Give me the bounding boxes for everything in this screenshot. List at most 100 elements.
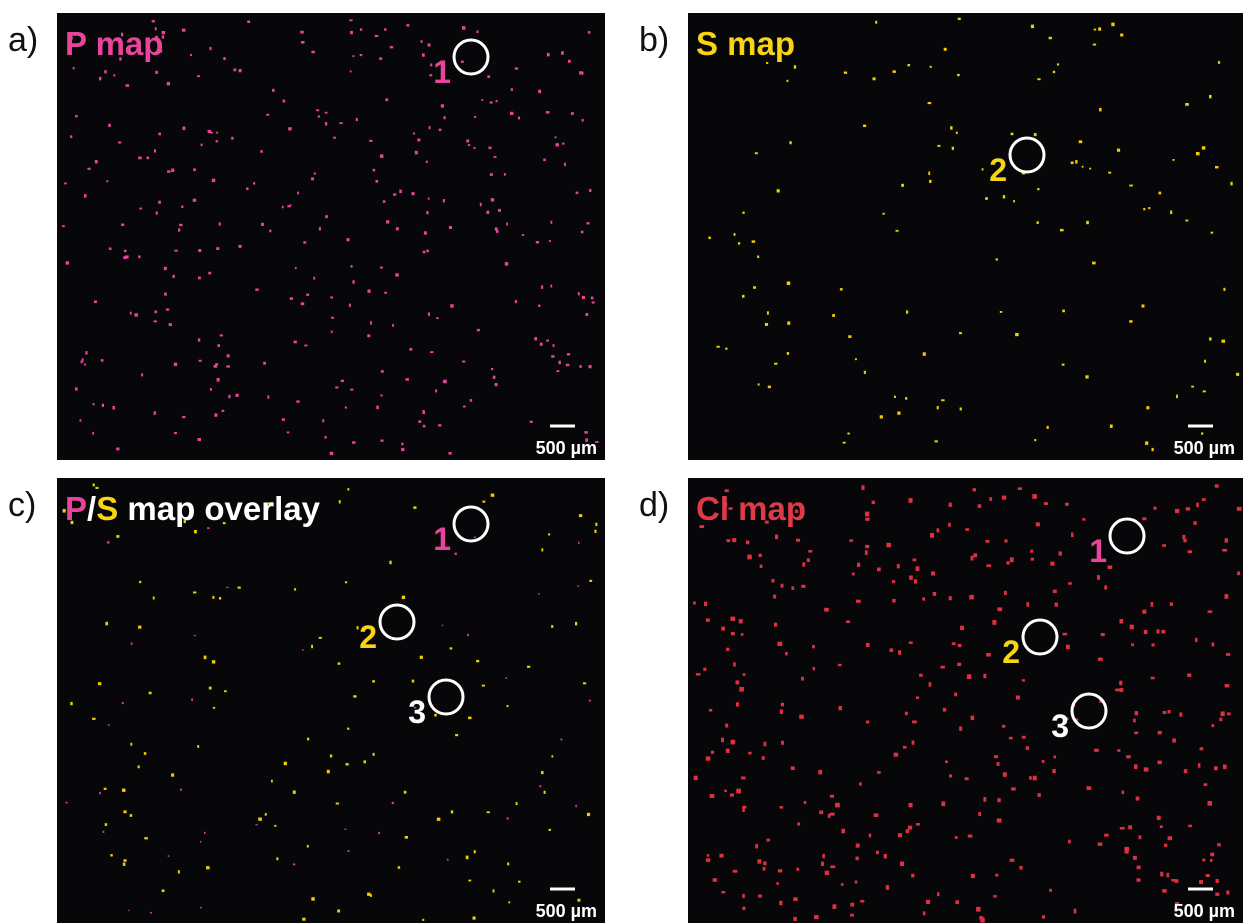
speck: [396, 227, 399, 230]
speck: [393, 193, 396, 195]
speck: [1170, 211, 1172, 215]
speck: [1225, 538, 1228, 542]
speck: [1160, 872, 1163, 877]
speck: [341, 380, 344, 382]
speck: [739, 687, 744, 692]
speck: [406, 378, 409, 381]
speck: [767, 839, 770, 842]
speck: [434, 714, 436, 717]
speck: [271, 780, 273, 783]
speck: [1079, 140, 1082, 143]
speck: [347, 850, 349, 852]
speck: [208, 130, 211, 133]
speck: [1054, 756, 1057, 759]
speck: [1236, 373, 1239, 376]
speck: [70, 702, 72, 705]
speck: [777, 642, 782, 646]
speck: [1174, 879, 1178, 883]
speck: [564, 163, 566, 166]
speck: [379, 57, 382, 60]
speck: [1033, 776, 1037, 781]
speck: [726, 539, 730, 542]
speck: [801, 585, 805, 588]
speck: [1063, 633, 1068, 636]
speck: [721, 627, 725, 631]
speck: [369, 140, 372, 142]
speck: [738, 242, 740, 244]
speck: [255, 289, 258, 291]
speck: [209, 687, 212, 690]
marker-label: 2: [359, 619, 377, 655]
speck: [124, 250, 127, 252]
speck: [1218, 61, 1220, 64]
speck: [422, 53, 425, 56]
speck: [1175, 509, 1179, 513]
speck: [372, 680, 375, 682]
speck: [791, 766, 795, 770]
speck: [530, 421, 533, 423]
speck: [901, 184, 904, 187]
speck: [287, 432, 290, 434]
speck: [952, 642, 956, 645]
speck: [758, 383, 760, 385]
speck: [504, 173, 506, 176]
speck: [897, 564, 900, 568]
speck: [1188, 825, 1192, 827]
speck: [993, 895, 997, 897]
speck: [949, 596, 952, 600]
speck: [1191, 386, 1194, 388]
speck: [204, 656, 207, 660]
speck: [739, 619, 743, 623]
speck: [191, 699, 193, 701]
speck: [1173, 159, 1175, 161]
speck: [81, 361, 83, 364]
speck: [338, 662, 341, 664]
speck: [401, 448, 404, 451]
speck: [147, 157, 149, 160]
speck: [576, 192, 579, 194]
speck: [1143, 208, 1145, 210]
speck: [409, 348, 412, 351]
speck: [898, 650, 901, 654]
speck: [876, 851, 879, 854]
speck: [1151, 677, 1155, 680]
speck: [294, 341, 297, 344]
speck: [135, 313, 138, 316]
speck: [212, 596, 214, 599]
speck: [156, 211, 158, 214]
speck: [777, 189, 780, 192]
speck: [958, 644, 962, 647]
speck: [360, 54, 363, 56]
speck: [575, 805, 577, 807]
speck: [103, 831, 105, 833]
speck: [327, 770, 330, 774]
speck: [197, 745, 199, 748]
speck: [1002, 496, 1006, 500]
speck: [900, 862, 904, 867]
speck: [447, 859, 449, 861]
speck: [713, 878, 717, 882]
speck: [594, 530, 596, 533]
speck: [231, 137, 233, 140]
speck: [158, 201, 161, 204]
speck: [1094, 29, 1096, 31]
speck: [781, 741, 784, 745]
speck: [390, 46, 393, 48]
speck: [794, 65, 796, 69]
speck: [353, 55, 355, 57]
speck: [874, 813, 879, 817]
speck: [87, 168, 90, 170]
map-image: [688, 478, 1243, 923]
panel: d)Cl map123500 µm: [639, 478, 1243, 923]
speck: [767, 311, 769, 314]
speck: [1142, 610, 1146, 614]
speck: [130, 312, 132, 315]
speck: [194, 530, 197, 533]
speck: [246, 187, 248, 190]
speck: [144, 837, 148, 839]
speck: [1204, 360, 1206, 363]
speck: [1013, 200, 1015, 202]
speck: [255, 824, 257, 825]
speck: [731, 632, 735, 635]
speck: [903, 746, 906, 749]
